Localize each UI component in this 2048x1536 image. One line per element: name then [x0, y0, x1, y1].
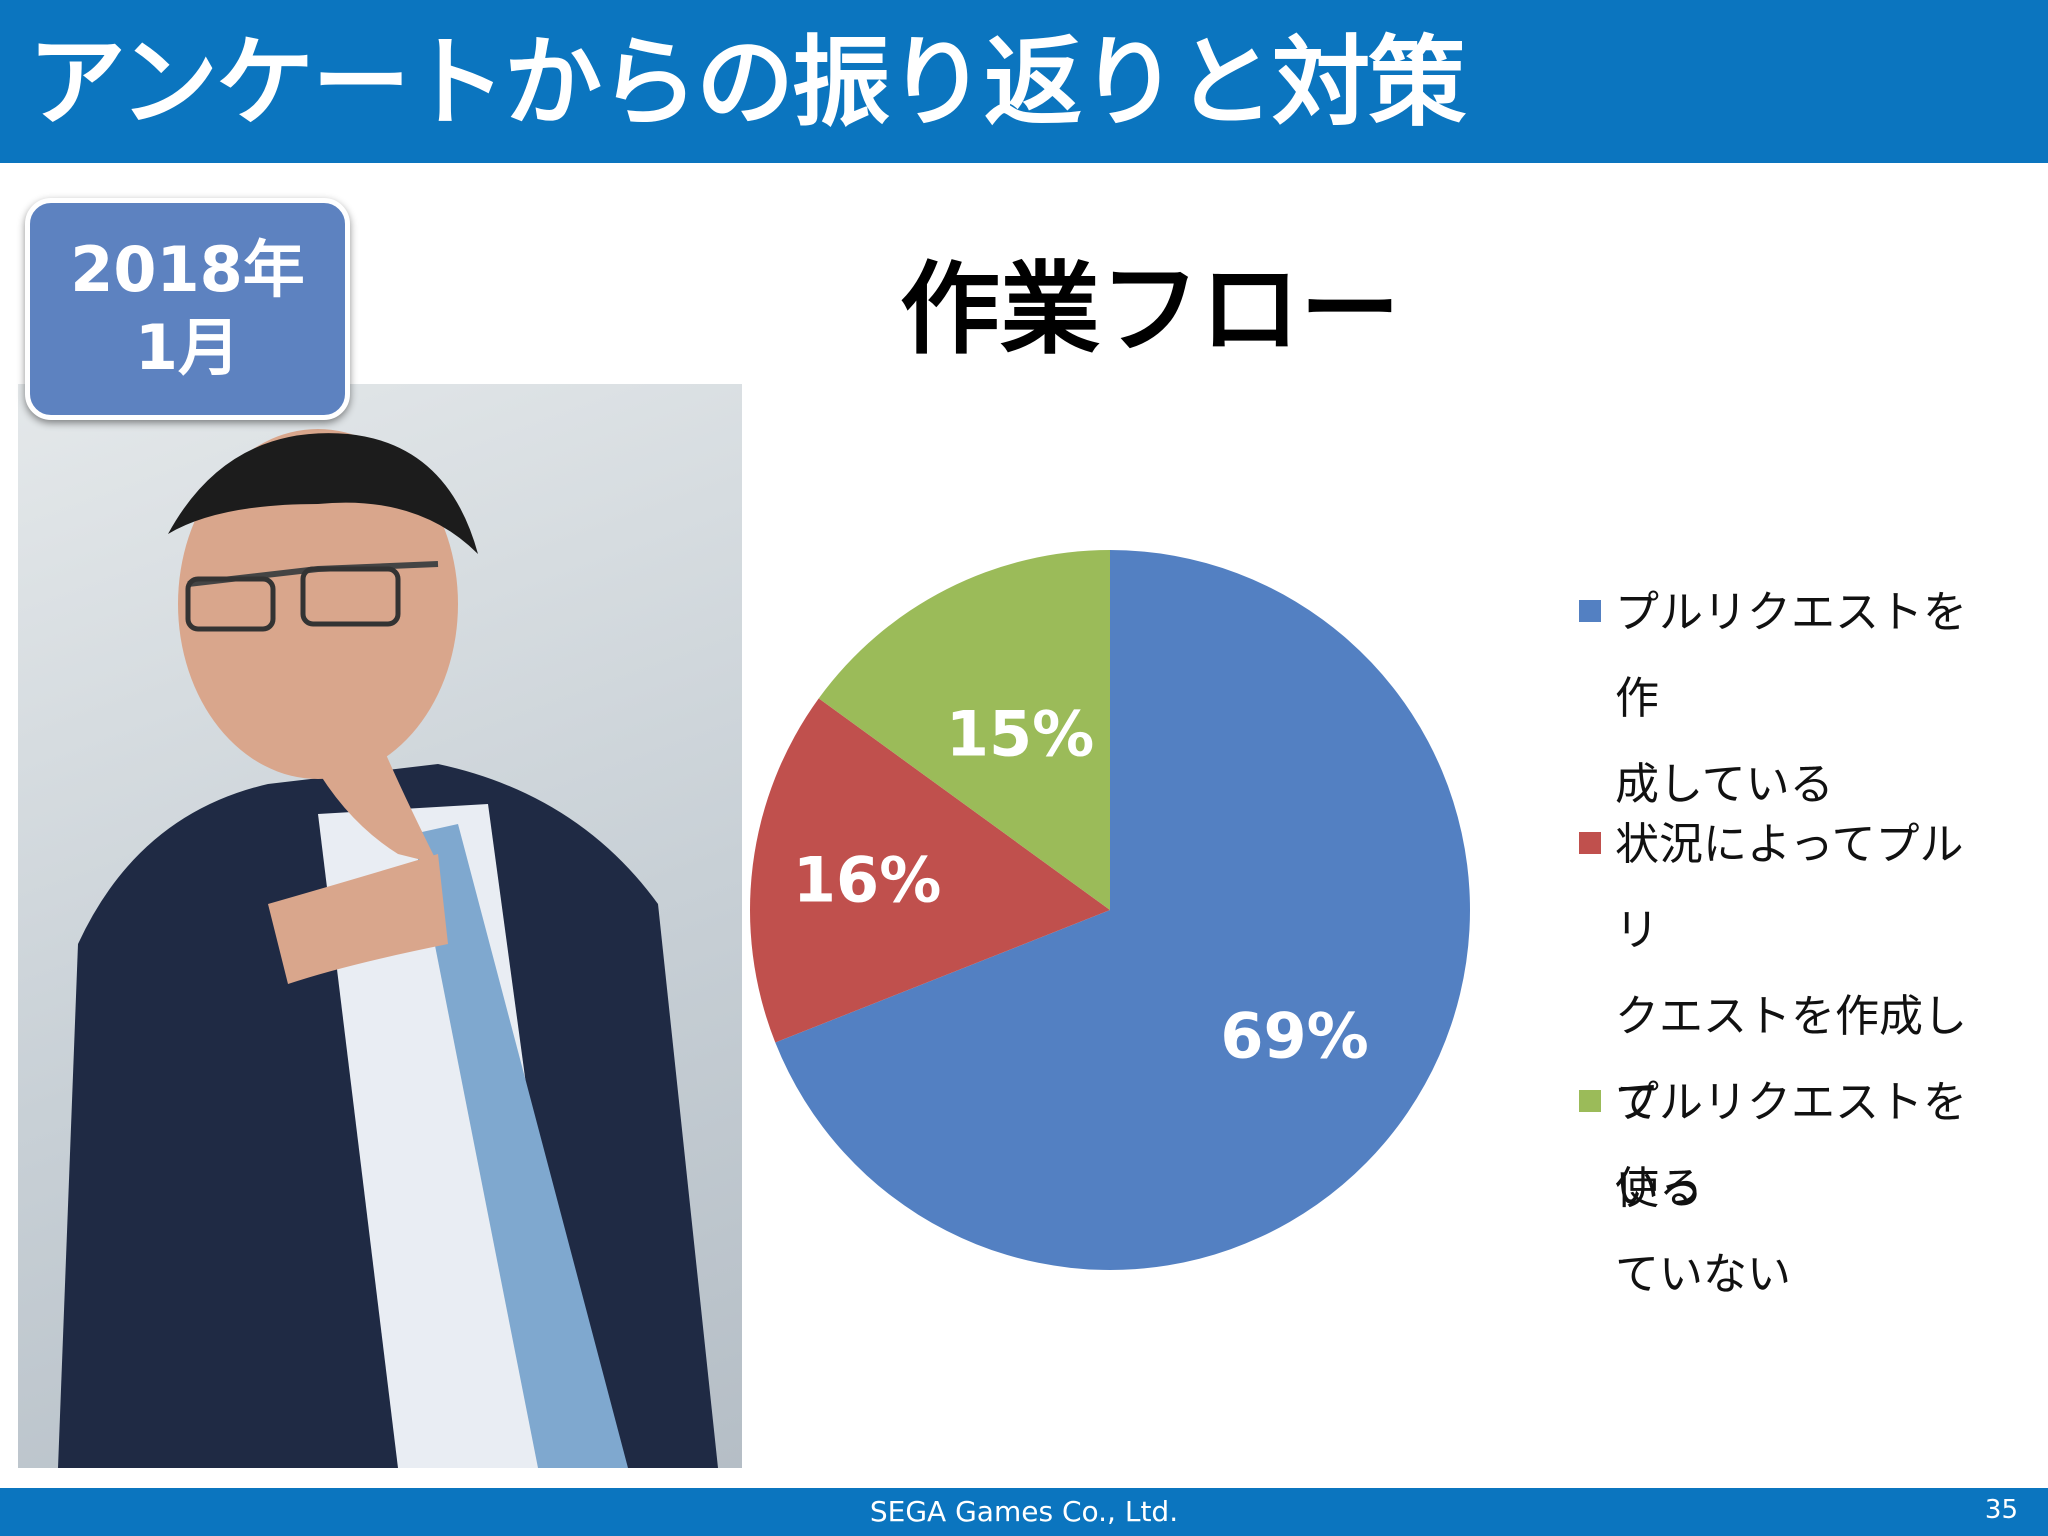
photo-of-man-in-suit-thinking: [18, 384, 742, 1468]
pie-slice-2: [750, 698, 1110, 1043]
pie-data-label-2: 16%: [793, 843, 941, 916]
legend-label-1: プルリクエストを作 成している: [1615, 587, 1967, 810]
pie-slice-3: [818, 550, 1110, 910]
pie-chart-svg: 69% 16%15%: [750, 550, 1470, 1270]
legend-swatch-2: [1579, 832, 1601, 854]
chart-title: 作業フロー: [900, 251, 1400, 368]
date-badge-month: 1月: [134, 311, 241, 384]
date-badge: 2018年 1月: [25, 198, 350, 420]
legend-label-2: 状況によってプルリ クエストを作成して いる: [1615, 819, 1967, 1214]
pie-chart: 69% 16% 15%: [740, 540, 1480, 1280]
pie-data-label-3: 15%: [946, 698, 1094, 771]
header-bar: アンケートからの振り返りと対策: [0, 0, 2048, 163]
slide-title: アンケートからの振り返りと対策: [28, 26, 1466, 140]
date-badge-year: 2018年: [70, 233, 305, 306]
footer-bar: SEGA Games Co., Ltd. 35: [0, 1488, 2048, 1536]
footer-company-name: SEGA Games Co., Ltd.: [869, 1495, 1179, 1528]
page-number: 35: [1984, 1495, 2018, 1525]
pie-slice-1: [775, 550, 1470, 1270]
legend-label-3: プルリクエストを使っ ていない: [1615, 1077, 1967, 1300]
legend-swatch-1: [1579, 600, 1601, 622]
pie-data-label-1: 69%: [1220, 999, 1368, 1072]
legend-swatch-3: [1579, 1090, 1601, 1112]
